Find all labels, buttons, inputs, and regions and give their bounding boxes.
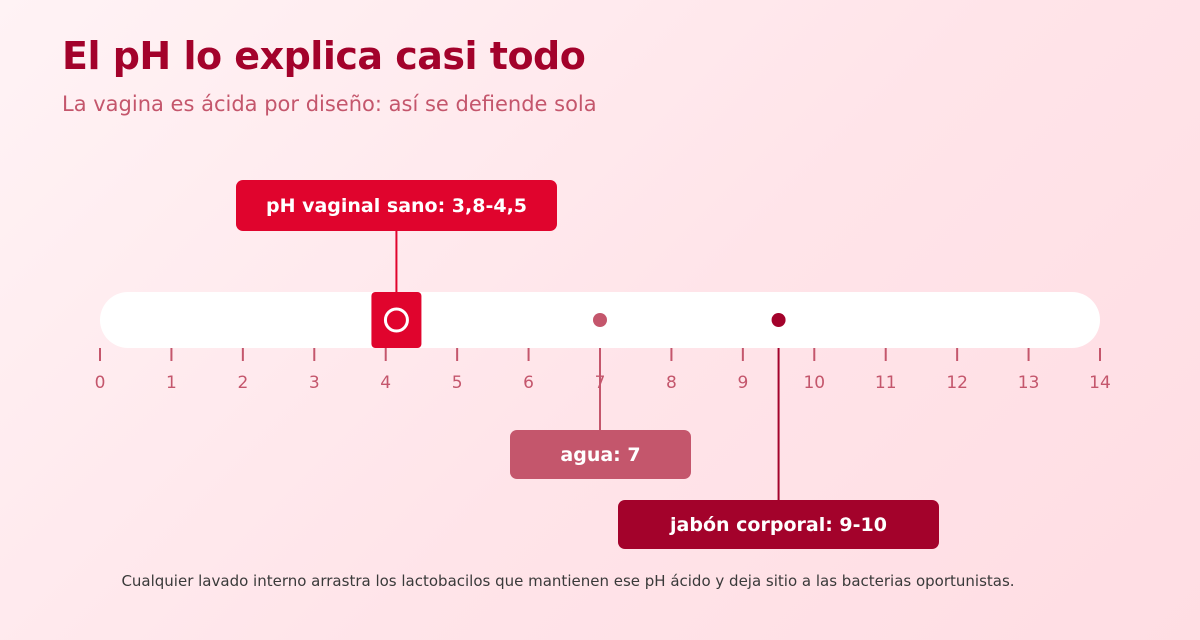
axis-tick-label: 8 [666, 373, 677, 393]
callout-water-ph: agua: 7 [510, 430, 691, 479]
callout-healthy-ph: pH vaginal sano: 3,8-4,5 [236, 180, 557, 231]
page-subtitle: La vagina es ácida por diseño: así se de… [62, 92, 597, 116]
axis-tick-label: 12 [946, 373, 968, 393]
axis-tick-label: 9 [737, 373, 748, 393]
footnote: Cualquier lavado interno arrastra los la… [121, 572, 1015, 590]
axis-tick-label: 14 [1089, 373, 1111, 393]
axis-tick-label: 5 [452, 373, 463, 393]
axis-tick-label: 11 [875, 373, 897, 393]
page-title: El pH lo explica casi todo [62, 34, 586, 78]
axis-tick-label: 4 [380, 373, 391, 393]
axis-tick-label: 6 [523, 373, 534, 393]
healthy-ring-icon [383, 307, 409, 333]
soap-dot [771, 313, 786, 327]
axis-tick-label: 1 [166, 373, 177, 393]
healthy-range-marker [371, 292, 422, 348]
axis-tick-label: 3 [309, 373, 320, 393]
axis-tick-label: 10 [803, 373, 825, 393]
axis-tick-label: 13 [1018, 373, 1040, 393]
water-dot [593, 313, 607, 327]
axis-tick-label: 2 [237, 373, 248, 393]
axis-tick-label: 7 [595, 373, 606, 393]
callout-soap-ph: jabón corporal: 9-10 [618, 500, 939, 549]
axis-tick-label: 0 [95, 373, 106, 393]
